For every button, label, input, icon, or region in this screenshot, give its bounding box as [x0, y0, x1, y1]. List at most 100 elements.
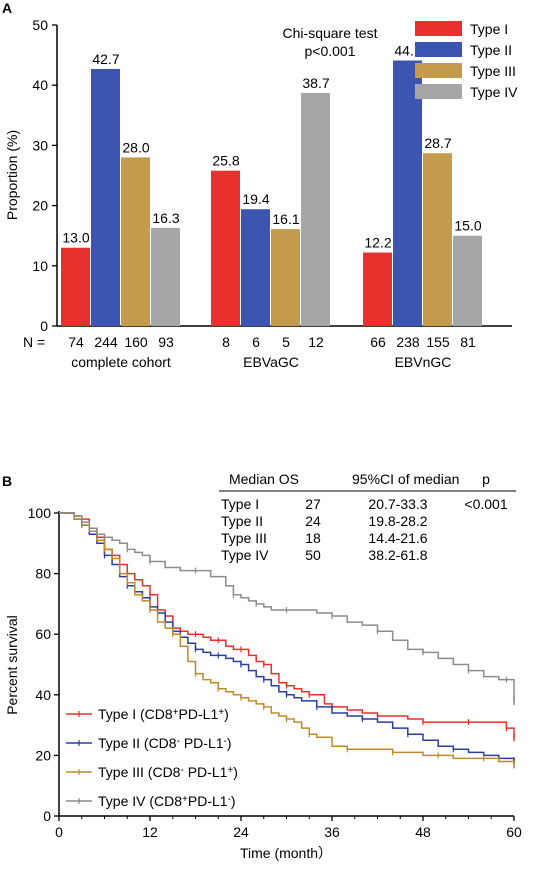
bar-value-label: 13.0: [62, 230, 89, 246]
group-label: EBVaGC: [243, 354, 299, 370]
legend-superscript: +: [173, 707, 179, 718]
bar-value-label: 25.8: [212, 153, 239, 169]
group-label: complete cohort: [71, 354, 171, 370]
n-count-label: 66: [370, 334, 386, 350]
legend-label: Type IV (CD8+PD-L1-): [98, 793, 236, 809]
table-median: 27: [305, 496, 321, 512]
bar: [453, 235, 482, 326]
n-count-label: 155: [426, 334, 450, 350]
n-prefix-label: N =: [23, 334, 45, 350]
bar: [241, 209, 270, 326]
y-tick-label: 60: [35, 626, 51, 642]
legend-superscript: -: [224, 736, 227, 747]
legend-text: Type IV (CD8: [98, 793, 182, 809]
legend-label: Type III (CD8- PD-L1+): [98, 764, 238, 780]
x-axis-label: Time (month）: [240, 845, 332, 861]
legend-text: PD-L1: [188, 793, 228, 809]
x-tick-label: 36: [324, 824, 340, 840]
bar-value-label: 12.2: [364, 235, 391, 251]
n-count-label: 12: [308, 334, 324, 350]
y-axis-label: Proportion (%): [4, 130, 20, 220]
bar: [61, 247, 90, 326]
bar-chart: 0 10 20 30 40 50 Proportion (%) 13.0 74 25.8 8 12.2…: [4, 17, 518, 370]
y-tick-label: 30: [32, 137, 48, 153]
bar: [271, 229, 300, 326]
bar: [151, 227, 180, 326]
y-axis-label: Percent survival: [4, 615, 20, 715]
legend-text: ): [227, 735, 232, 751]
bar-value-label: 28.0: [122, 139, 149, 155]
legend-swatch: [415, 42, 462, 57]
survival-curve: [59, 512, 515, 701]
n-count-label: 8: [222, 334, 230, 350]
x-tick-label: 24: [233, 824, 249, 840]
survival-curve: [59, 512, 515, 765]
legend-text: ): [233, 764, 238, 780]
legend-text: ): [224, 706, 229, 722]
table-median: 24: [305, 513, 321, 529]
legend-swatch: [415, 84, 462, 99]
bar: [423, 153, 452, 326]
bar-value-label: 38.7: [302, 75, 329, 91]
bar: [363, 252, 392, 326]
n-count-label: 160: [124, 334, 148, 350]
table-p-value: <0.001: [464, 496, 507, 512]
legend-label: Type II: [470, 42, 512, 58]
legend-label: Type IV: [470, 84, 518, 100]
bar-value-label: 19.4: [242, 191, 269, 207]
table-median: 18: [305, 530, 321, 546]
survival-chart: 0 20 40 60 80 100 0 12 24 36 48 60 Time (month） Perce…: [4, 471, 522, 861]
panel-a-label: A: [2, 0, 12, 16]
n-count-label: 238: [396, 334, 420, 350]
table-row-name: Type II: [221, 513, 263, 529]
p-value-annotation: p<0.001: [305, 43, 356, 59]
legend-text: Type II (CD8: [98, 735, 177, 751]
legend-superscript: -: [180, 765, 183, 776]
bar: [121, 157, 150, 326]
bar: [211, 170, 240, 326]
legend-label: Type II (CD8- PD-L1-): [98, 735, 232, 751]
y-tick-label: 0: [43, 808, 51, 824]
legend-text: PD-L1: [180, 735, 224, 751]
legend-label: Type III: [470, 63, 516, 79]
legend-superscript: +: [227, 765, 233, 776]
test-annotation: Chi-square test: [283, 25, 378, 41]
bar: [301, 93, 330, 326]
table-row-name: Type I: [221, 496, 259, 512]
bar: [393, 60, 422, 326]
legend-superscript: -: [228, 794, 231, 805]
y-tick-label: 40: [35, 687, 51, 703]
group-label: EBVnGC: [395, 354, 452, 370]
x-tick-label: 60: [506, 824, 522, 840]
n-count-label: 81: [460, 334, 476, 350]
x-tick-label: 12: [142, 824, 158, 840]
legend-text: ): [231, 793, 236, 809]
x-tick-label: 0: [55, 824, 63, 840]
table-header: p: [482, 471, 490, 487]
legend-swatch: [415, 63, 462, 78]
legend-label: Type I: [470, 21, 508, 37]
y-tick-label: 50: [32, 17, 48, 33]
y-tick-label: 0: [40, 318, 48, 334]
bar-value-label: 16.3: [152, 210, 179, 226]
legend-superscript: +: [218, 707, 224, 718]
legend-label: Type I (CD8+PD-L1+): [98, 706, 229, 722]
bar-value-label: 44.1: [394, 43, 421, 59]
y-tick-label: 20: [35, 747, 51, 763]
legend-text: PD-L1: [184, 764, 228, 780]
panel-b-label: B: [2, 473, 12, 489]
y-tick-label: 10: [32, 258, 48, 274]
legend-swatch: [415, 21, 462, 36]
legend-text: Type I (CD8: [98, 706, 173, 722]
bar-value-label: 28.7: [424, 135, 451, 151]
n-count-label: 6: [252, 334, 260, 350]
n-count-label: 74: [68, 334, 84, 350]
x-tick-label: 48: [415, 824, 431, 840]
table-header: 95%CI of median: [352, 471, 459, 487]
table-ci: 20.7-33.3: [368, 496, 427, 512]
legend-text: PD-L1: [179, 706, 219, 722]
table-header: Median OS: [229, 471, 299, 487]
table-ci: 19.8-28.2: [368, 513, 427, 529]
y-tick-label: 80: [35, 566, 51, 582]
